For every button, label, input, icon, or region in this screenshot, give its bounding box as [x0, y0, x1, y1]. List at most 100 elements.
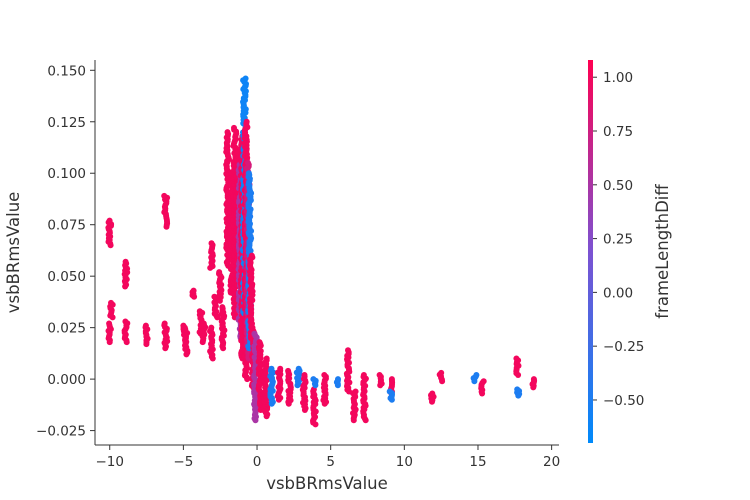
point-group: [333, 376, 341, 389]
scatter-point: [480, 378, 487, 385]
scatter-point: [285, 367, 292, 374]
y-tick-label: 0.075: [47, 218, 86, 234]
scatter-point: [429, 390, 436, 397]
point-group: [121, 258, 131, 290]
point-group: [105, 217, 115, 249]
y-tick-label: −0.025: [36, 424, 86, 440]
scatter-point: [208, 324, 215, 331]
point-group: [513, 355, 522, 378]
axes: −10 −5 0 5 10 15 20 −0.025 0.000 0.025 0.050 0.075 0…: [36, 60, 560, 470]
scatter-point: [301, 372, 308, 378]
point-group: [189, 287, 198, 300]
scatter-point: [321, 372, 328, 378]
scatter-point: [231, 124, 237, 131]
point-group: [285, 367, 294, 407]
point-group: [207, 324, 216, 362]
colorbar-title: frameLengthDiff: [653, 184, 672, 319]
point-group: [343, 347, 353, 395]
scatter-point: [196, 308, 203, 315]
point-group: [105, 320, 114, 346]
scatter-point: [106, 217, 113, 224]
point-group: [161, 192, 171, 230]
point-group: [207, 240, 216, 271]
point-group: [199, 320, 209, 346]
scatter-point: [310, 376, 317, 383]
scatter-point: [386, 388, 393, 395]
point-group: [386, 388, 395, 403]
scatter-point: [224, 129, 231, 136]
point-group: [529, 376, 538, 391]
point-group: [261, 355, 271, 420]
scatter-point: [388, 376, 395, 383]
point-group: [218, 304, 228, 352]
scatter-point: [219, 304, 226, 311]
point-group: [360, 372, 369, 424]
colorbar-tick-label: 1.00: [603, 70, 633, 86]
point-group: [478, 378, 487, 397]
scatter-point: [268, 365, 275, 372]
y-tick-label: 0.025: [47, 321, 86, 337]
scatter-point: [513, 355, 520, 362]
point-group: [142, 322, 151, 348]
scatter-point: [248, 252, 255, 259]
scatter-point: [249, 324, 256, 331]
scatter-point: [263, 355, 270, 362]
point-group: [310, 386, 319, 428]
scatter-point: [108, 299, 114, 306]
point-group: [436, 369, 446, 385]
point-group: [107, 299, 116, 321]
point-group: [376, 372, 385, 389]
scatter-point: [211, 293, 218, 300]
scatter-point: [216, 269, 223, 276]
x-tick-label: 15: [469, 454, 486, 470]
scatter-point: [190, 287, 197, 294]
colorbar-tick-label: 0.50: [603, 178, 633, 194]
colorbar-tick-label: 0.75: [603, 124, 633, 140]
colorbar-tick-label: 0.25: [603, 232, 633, 248]
scatter-point: [251, 330, 258, 337]
point-group: [514, 386, 523, 399]
scatter-point: [161, 320, 168, 327]
scatter-point: [142, 322, 149, 329]
colorbar-tick-label: −0.50: [603, 393, 644, 409]
point-group: [470, 372, 480, 385]
scatter-point: [438, 369, 445, 376]
point-group: [161, 320, 171, 352]
point-group: [216, 269, 225, 304]
scatter-points: [105, 75, 538, 428]
point-group: [320, 372, 330, 407]
y-tick-label: 0.000: [47, 372, 86, 388]
scatter-point: [352, 388, 359, 395]
x-tick-label: −5: [173, 454, 193, 470]
point-group: [211, 293, 221, 321]
point-group: [293, 365, 303, 389]
x-tick-label: 5: [326, 454, 335, 470]
point-group: [350, 388, 359, 424]
scatter-point: [106, 320, 113, 327]
scatter-point: [360, 372, 367, 378]
scatter-point: [514, 386, 521, 393]
y-tick-label: 0.125: [47, 115, 86, 131]
point-group: [299, 372, 309, 413]
colorbar-tick-label: 0.00: [603, 285, 633, 301]
point-group: [181, 324, 191, 358]
x-tick-label: 20: [543, 454, 560, 470]
point-group: [246, 252, 256, 341]
y-tick-label: 0.050: [47, 269, 86, 285]
scatter-point: [200, 320, 207, 327]
x-tick-label: 10: [396, 454, 413, 470]
x-tick-label: −10: [95, 454, 124, 470]
scatter-point: [122, 318, 129, 325]
point-group: [428, 390, 437, 405]
point-group: [267, 365, 277, 407]
colorbar-gradient: [588, 60, 593, 443]
point-group: [121, 318, 131, 346]
scatter-point: [256, 339, 263, 346]
scatter-point: [242, 75, 249, 82]
colorbar-tick-label: −0.25: [603, 339, 644, 355]
y-tick-label: 0.150: [47, 63, 86, 79]
scatter-point: [473, 372, 480, 378]
scatter-point: [277, 365, 284, 372]
x-tick-label: 0: [253, 454, 262, 470]
